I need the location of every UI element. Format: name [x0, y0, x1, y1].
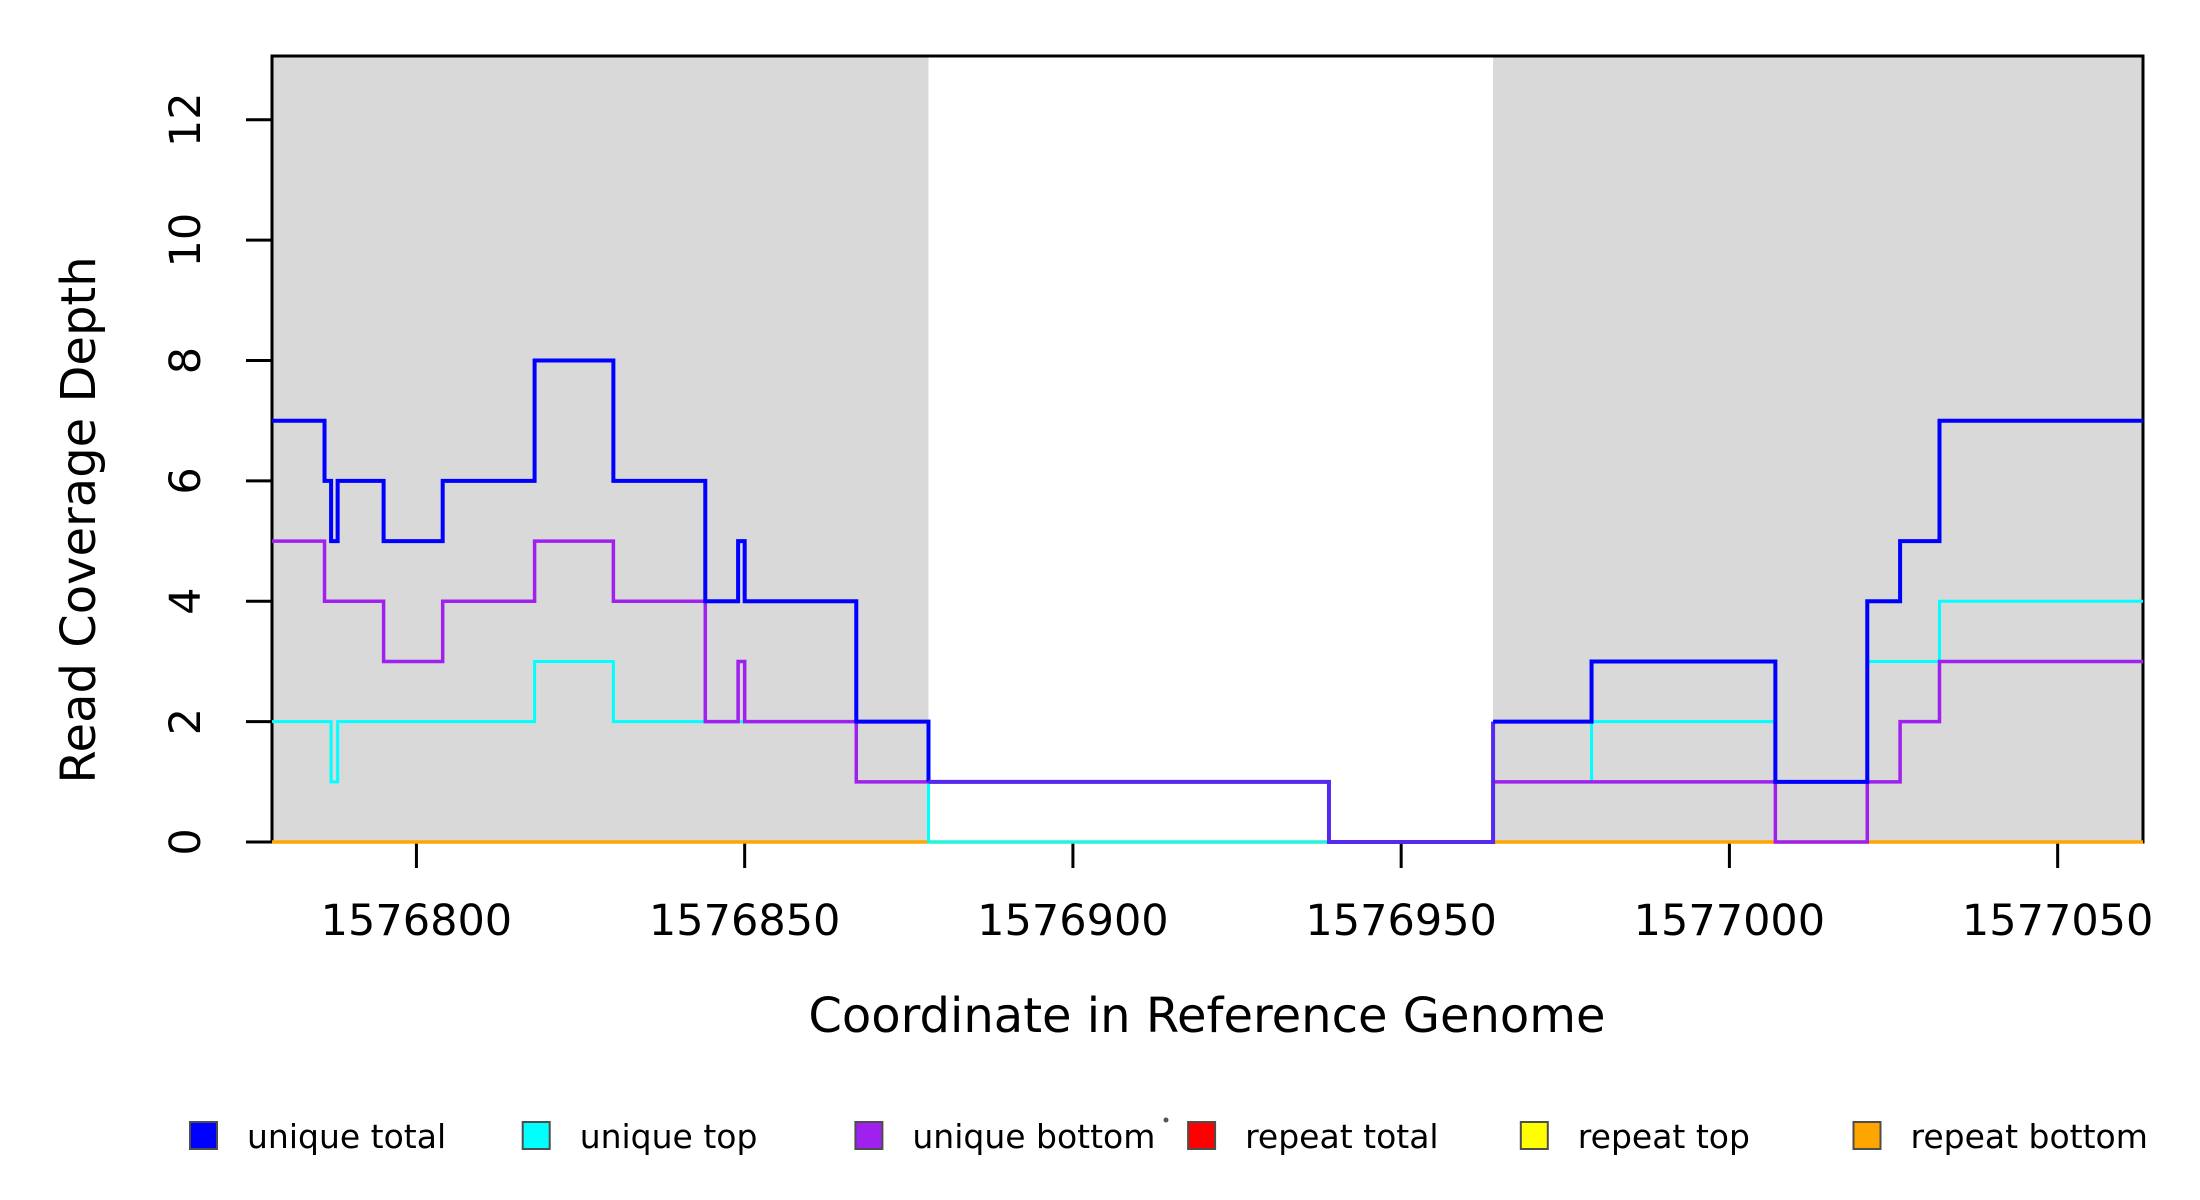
legend-swatch-unique-total: [189, 1121, 218, 1150]
legend-item-label: repeat total: [1245, 1117, 1439, 1156]
legend-item-repeat-bottom: repeat bottom: [1852, 1117, 2148, 1156]
x-tick-label: 1576950: [1305, 896, 1497, 946]
stray-dot: [1163, 1117, 1169, 1123]
y-tick-label: 10: [161, 213, 211, 268]
series-line-unique-total: [928, 721, 1496, 844]
legend-swatch-repeat-top: [1519, 1121, 1549, 1150]
y-tick-label: 8: [161, 347, 211, 374]
legend-item-label: repeat top: [1578, 1117, 1750, 1156]
legend-item-repeat-top: repeat top: [1519, 1117, 1750, 1156]
x-axis: 1576800 1576850 1576900 1576950 1577000 15770…: [321, 842, 2154, 946]
series-line-unique-total: [272, 358, 931, 782]
x-tick-label: 1576850: [649, 896, 841, 946]
legend-swatch-repeat-total: [1187, 1121, 1217, 1150]
y-axis: 0 2 4 6 8 10 12: [161, 92, 272, 856]
x-axis-title: Coordinate in Reference Genome: [808, 988, 1605, 1044]
shaded-regions: [272, 56, 2143, 842]
x-tick-label: 1577050: [1962, 896, 2154, 946]
legend-swatch-unique-bottom: [854, 1121, 884, 1150]
shaded-region: [1493, 56, 2143, 842]
legend-item-unique-bottom: unique bottom: [854, 1117, 1155, 1156]
y-tick-label: 6: [161, 467, 211, 494]
legend-item-label: unique bottom: [912, 1117, 1155, 1156]
y-axis-title: Read Coverage Depth: [51, 256, 107, 783]
legend-item-label: unique top: [580, 1117, 758, 1156]
y-tick-label: 2: [161, 708, 211, 735]
legend-item-unique-top: unique top: [521, 1117, 758, 1156]
x-tick-label: 1576900: [977, 896, 1169, 946]
y-tick-label: 0: [161, 828, 211, 855]
shaded-region: [272, 56, 929, 842]
series-line-unique-bottom: [272, 539, 2143, 844]
x-tick-label: 1576800: [321, 896, 513, 946]
y-tick-label: 12: [161, 92, 211, 147]
legend-item-label: repeat bottom: [1911, 1117, 2148, 1156]
series-line-unique-total: [1493, 418, 2143, 784]
x-tick-label: 1577000: [1634, 896, 1826, 946]
legend-swatch-unique-top: [521, 1121, 551, 1150]
legend-swatch-repeat-bottom: [1852, 1121, 1882, 1150]
legend-item-unique-total: unique total: [189, 1117, 446, 1156]
series-lines: [272, 358, 2143, 844]
y-tick-label: 4: [161, 588, 211, 615]
legend-item-label: unique total: [247, 1117, 446, 1156]
legend: unique total unique top unique bottom repea…: [189, 1117, 2148, 1156]
legend-item-repeat-total: repeat total: [1187, 1117, 1439, 1156]
